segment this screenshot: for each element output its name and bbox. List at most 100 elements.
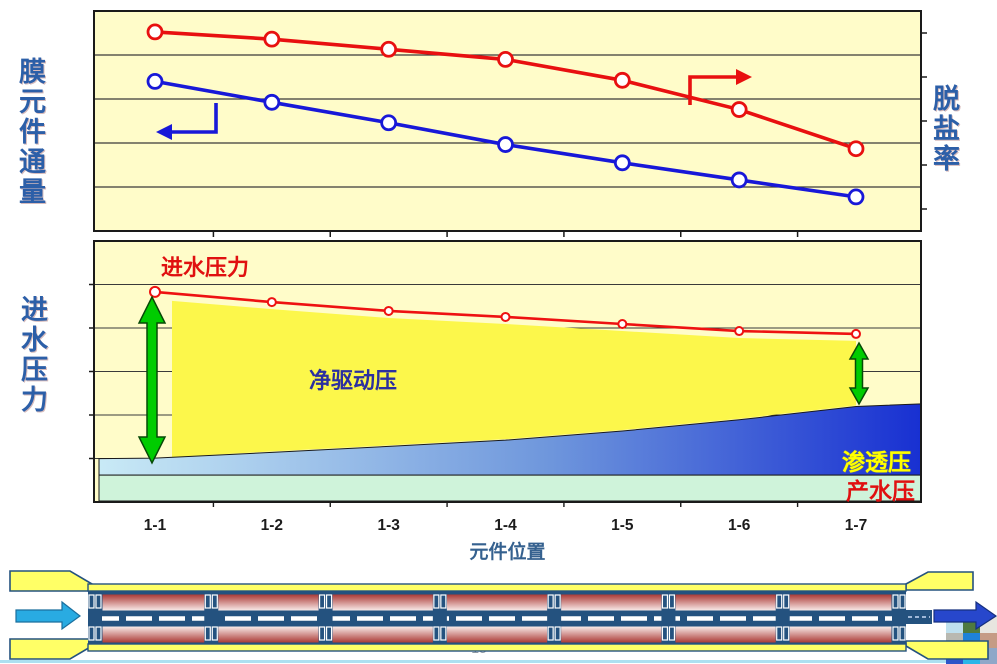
element-coupler xyxy=(432,592,447,644)
element-coupler-slot xyxy=(211,594,218,609)
outlet-flow-arrow-icon xyxy=(933,600,997,631)
pressure-profile-chart xyxy=(89,240,922,507)
membrane-element-top xyxy=(787,593,893,612)
membrane-element-bottom xyxy=(101,625,207,644)
rejection-axis-arrowhead-icon xyxy=(736,69,752,85)
element-coupler-slot xyxy=(776,626,783,641)
data-point xyxy=(613,154,631,172)
shell-bottom-right xyxy=(905,640,989,660)
end-plate-right-slot xyxy=(899,626,906,641)
element-coupler-slot xyxy=(668,626,676,641)
element-coupler-slot xyxy=(318,594,326,609)
element-coupler-slot xyxy=(668,594,676,609)
membrane-element-bottom xyxy=(558,625,664,644)
membrane-element-bottom xyxy=(787,625,893,644)
feed-flow-arrow-icon xyxy=(15,600,82,631)
element-coupler xyxy=(204,592,219,644)
element-coupler xyxy=(547,592,562,644)
data-point xyxy=(383,305,394,316)
shell-top-wall xyxy=(87,583,907,592)
data-point xyxy=(847,140,865,158)
element-coupler-slot xyxy=(547,594,554,609)
data-point xyxy=(146,23,164,41)
x-tick-label: 1-6 xyxy=(727,517,751,534)
chart2-border xyxy=(93,240,922,503)
ndp-arrow-left xyxy=(137,295,167,465)
chart1-border xyxy=(93,10,922,232)
end-plate-right-slot xyxy=(899,594,906,609)
x-tick-label: 1-3 xyxy=(377,517,400,534)
shell-bottom-left xyxy=(9,638,93,660)
right-axis-label-rejection: 脱盐率 xyxy=(929,84,959,174)
element-coupler-slot xyxy=(554,626,561,641)
data-point xyxy=(500,311,511,322)
shell-bottom-wall xyxy=(87,643,907,652)
x-tick-label: 1-1 xyxy=(143,517,167,534)
membrane-element-top xyxy=(672,593,779,612)
membrane-element-top xyxy=(330,593,436,612)
membrane-element-bottom xyxy=(215,625,322,644)
element-coupler-slot xyxy=(318,626,326,641)
flux-axis-arrowhead-icon xyxy=(156,124,172,140)
end-plate-right xyxy=(892,592,906,644)
flux-axis-arrow xyxy=(170,103,218,134)
data-point xyxy=(497,51,514,68)
data-point xyxy=(847,188,865,206)
element-coupler-slot xyxy=(554,594,561,609)
element-coupler-slot xyxy=(776,594,783,609)
element-coupler-slot xyxy=(211,626,218,641)
data-point xyxy=(263,93,281,111)
product-pressure-label: 产水压 xyxy=(846,478,915,504)
end-plate-left-slot xyxy=(95,626,102,641)
element-coupler xyxy=(661,592,676,644)
flux-rejection-chart xyxy=(93,10,927,237)
osmotic-pressure-label: 渗透压 xyxy=(842,449,911,475)
membrane-element-bottom xyxy=(330,625,436,644)
x-axis-title: 元件位置 xyxy=(469,542,546,563)
end-plate-right-slot xyxy=(892,626,899,641)
left-axis-label-flux: 膜元件通量 xyxy=(15,57,45,207)
data-point xyxy=(380,40,398,58)
element-coupler-slot xyxy=(661,594,669,609)
x-tick-label: 1-7 xyxy=(844,517,868,534)
element-coupler-slot xyxy=(325,594,333,609)
element-coupler-slot xyxy=(440,626,447,641)
end-plate-left-slot xyxy=(88,594,95,609)
net-driving-pressure-area xyxy=(172,300,856,458)
data-point xyxy=(734,326,745,337)
x-tick-label: 1-4 xyxy=(494,517,517,534)
membrane-element-top xyxy=(101,593,207,612)
element-coupler-slot xyxy=(204,594,211,609)
element-coupler-slot xyxy=(783,626,790,641)
pressure-vessel-diagram xyxy=(9,570,997,660)
data-point xyxy=(149,285,161,298)
data-point xyxy=(497,136,514,153)
data-point xyxy=(850,328,861,339)
element-coupler-slot xyxy=(661,626,669,641)
data-point xyxy=(146,73,164,90)
rejection-axis-arrow xyxy=(688,75,738,105)
membrane-element-bottom xyxy=(672,625,779,644)
element-coupler-slot xyxy=(433,594,440,609)
element-coupler-slot xyxy=(440,594,447,609)
x-tick-label: 1-2 xyxy=(260,517,284,534)
element-coupler-slot xyxy=(325,626,333,641)
membrane-element-top xyxy=(444,593,550,612)
element-coupler xyxy=(318,592,333,644)
data-point xyxy=(617,318,628,329)
membrane-element-top xyxy=(558,593,664,612)
end-plate-left-slot xyxy=(95,594,102,609)
data-point xyxy=(613,71,631,89)
left-axis-label-pressure: 进水压力 xyxy=(17,295,47,415)
end-plate-left-slot xyxy=(88,626,95,641)
slide-bottom-border xyxy=(0,660,997,663)
membrane-element-bottom xyxy=(444,625,550,644)
shell-top-right xyxy=(905,571,974,591)
element-coupler xyxy=(775,592,790,644)
element-coupler-slot xyxy=(204,626,211,641)
element-coupler-slot xyxy=(433,626,440,641)
membrane-element-top xyxy=(215,593,322,612)
data-point xyxy=(730,101,748,118)
element-coupler-slot xyxy=(783,594,790,609)
